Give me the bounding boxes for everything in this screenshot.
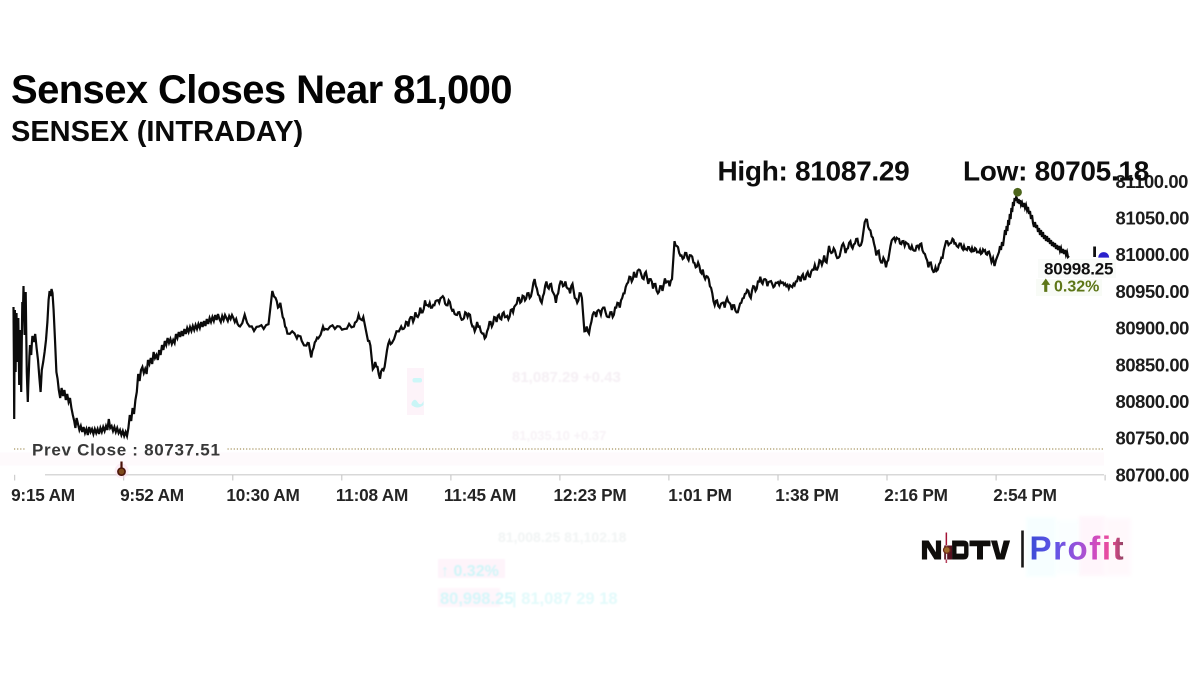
svg-text:80800.00: 80800.00 bbox=[1116, 391, 1190, 412]
svg-text:81,087.29 +0.43: 81,087.29 +0.43 bbox=[512, 369, 621, 386]
svg-text:1:38 PM: 1:38 PM bbox=[775, 485, 839, 505]
svg-text:11:45 AM: 11:45 AM bbox=[444, 485, 516, 505]
svg-text:SENSEX (INTRADAY): SENSEX (INTRADAY) bbox=[11, 116, 303, 148]
svg-text:80750.00: 80750.00 bbox=[1116, 428, 1190, 449]
svg-text:Low: 80705.18: Low: 80705.18 bbox=[963, 156, 1149, 187]
svg-text:9:52 AM: 9:52 AM bbox=[120, 485, 184, 505]
svg-text:High: 81087.29: High: 81087.29 bbox=[718, 156, 910, 187]
svg-text:Profit: Profit bbox=[1030, 530, 1126, 567]
svg-text:80850.00: 80850.00 bbox=[1116, 354, 1190, 375]
svg-text:80900.00: 80900.00 bbox=[1116, 318, 1190, 339]
svg-text:81050.00: 81050.00 bbox=[1116, 208, 1190, 229]
svg-text:12:23 PM: 12:23 PM bbox=[554, 485, 627, 505]
svg-text:11:08 AM: 11:08 AM bbox=[336, 485, 408, 505]
svg-text:80700.00: 80700.00 bbox=[1116, 464, 1190, 485]
svg-text:81,008.25 81,102.18: 81,008.25 81,102.18 bbox=[498, 529, 627, 545]
svg-text:9:15 AM: 9:15 AM bbox=[11, 485, 75, 505]
svg-text:80998.25: 80998.25 bbox=[1044, 260, 1113, 279]
svg-text:| 81,087 29 18: | 81,087 29 18 bbox=[512, 590, 618, 608]
svg-text:81000.00: 81000.00 bbox=[1116, 244, 1190, 265]
svg-text:81,035.10 +0.37: 81,035.10 +0.37 bbox=[512, 428, 606, 443]
svg-text:2:16 PM: 2:16 PM bbox=[884, 485, 948, 505]
svg-text:0.32%: 0.32% bbox=[1054, 279, 1099, 296]
svg-text:10:30 AM: 10:30 AM bbox=[226, 485, 299, 505]
svg-text:2:54 PM: 2:54 PM bbox=[993, 485, 1057, 505]
svg-text:Prev Close : 80737.51: Prev Close : 80737.51 bbox=[32, 441, 221, 460]
svg-text:↑ 0.32%: ↑ 0.32% bbox=[441, 563, 499, 580]
svg-text:80950.00: 80950.00 bbox=[1116, 281, 1190, 302]
svg-text:80,998.25: 80,998.25 bbox=[440, 590, 513, 608]
svg-text:Sensex Closes Near 81,000: Sensex Closes Near 81,000 bbox=[11, 68, 512, 112]
svg-text:81100.00: 81100.00 bbox=[1116, 171, 1189, 192]
svg-text:1:01 PM: 1:01 PM bbox=[668, 485, 732, 505]
